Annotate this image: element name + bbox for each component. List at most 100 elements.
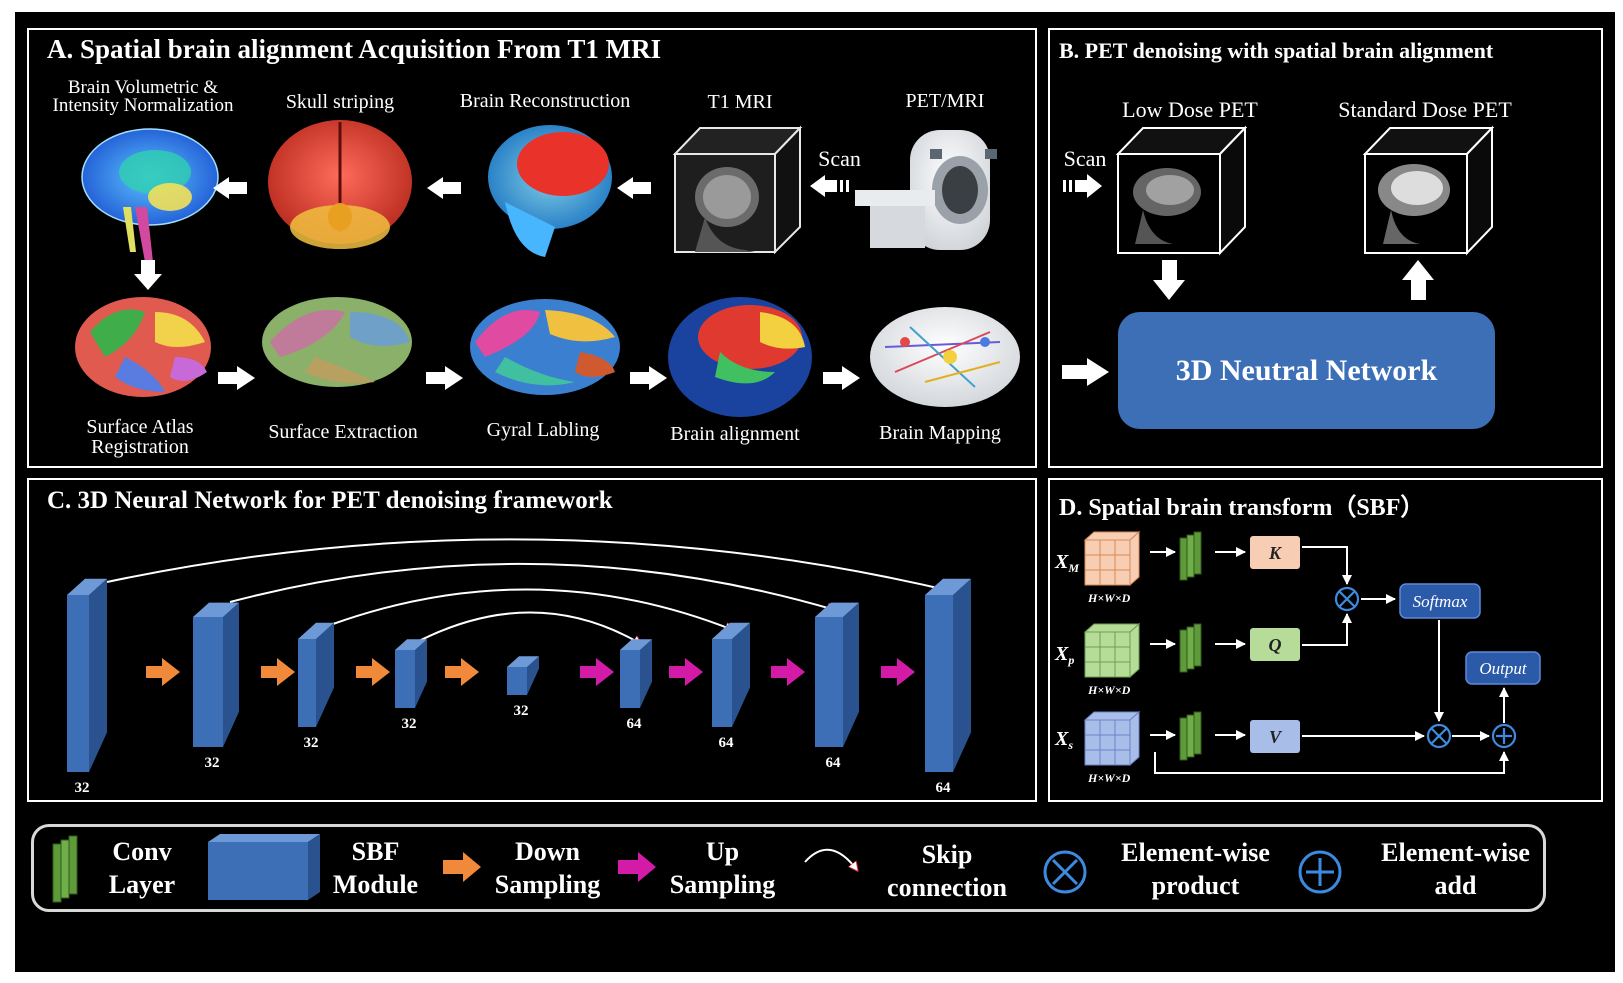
label-standard-dose-pet: Standard Dose PET	[1338, 97, 1512, 122]
label-brain-alignment: Brain alignment	[670, 423, 800, 445]
label-brain-mapping: Brain Mapping	[879, 422, 1001, 444]
input-xm: XM	[1054, 551, 1079, 575]
brain-volumetric-image	[81, 128, 219, 262]
up-sampling-arrow-6	[669, 658, 703, 686]
block-label-3: 32	[304, 735, 319, 751]
panel-c	[27, 478, 1037, 802]
network-box: 3D Neutral Network	[1118, 312, 1495, 429]
arrow-left-3	[617, 177, 651, 199]
pet-mri-scanner	[855, 130, 997, 250]
q-label: Q	[1269, 635, 1282, 655]
panel-c-title: C. 3D Neural Network for PET denoising f…	[47, 487, 613, 514]
legend-product-icon	[1043, 850, 1087, 894]
cube-xp	[1083, 622, 1141, 679]
output-label: Output	[1479, 659, 1528, 678]
arrow-scan-dash-2	[846, 180, 849, 192]
skip-connection-3	[332, 588, 733, 630]
arrow-left-1	[213, 177, 247, 199]
label-t1-mri: T1 MRI	[707, 91, 773, 113]
sbf-block-8: 64	[815, 602, 859, 771]
panel-d-title: D. Spatial brain transform（SBF）	[1059, 495, 1425, 521]
legend-sbf-label: SBF Module	[332, 837, 419, 899]
low-dose-cube	[1115, 125, 1248, 256]
scan-b-dash-1	[1063, 180, 1066, 192]
block-label-5: 32	[514, 703, 529, 719]
label-skull-striping: Skull striping	[285, 91, 395, 113]
legend-sbf-icon	[208, 834, 320, 900]
label-scan-b: Scan	[1063, 146, 1107, 171]
arrow-into-network	[1062, 358, 1109, 386]
scan-b-dash-2	[1069, 180, 1072, 192]
panel-b-title: B. PET denoising with spatial brain alig…	[1059, 38, 1494, 63]
legend-add-icon	[1298, 850, 1342, 894]
v-label: V	[1269, 727, 1283, 747]
conv-layer-1	[1179, 531, 1202, 581]
skip-connection-1	[106, 538, 955, 592]
input-xp: Xp	[1054, 643, 1074, 667]
legend-product-label: Element-wise product	[1121, 838, 1270, 900]
arrow-scan-dash-1	[840, 180, 843, 192]
panel-a-graphics	[75, 120, 1020, 417]
sbf-block-4: 32	[395, 639, 427, 732]
label-scan-a: Scan	[818, 146, 861, 171]
arrow-left-scan	[810, 175, 837, 197]
scan-b-arrow	[1075, 174, 1102, 198]
arrow-up-b	[1402, 260, 1434, 300]
input-xs: Xs	[1054, 728, 1073, 752]
figure-canvas: A. Spatial brain alignment Acquisition F…	[15, 12, 1615, 972]
label-volumetric-normalization: Brain Volumetric & Intensity Normalizati…	[52, 77, 234, 117]
output-box	[1465, 651, 1541, 685]
block-label-8: 64	[826, 755, 842, 771]
down-sampling-arrow-2	[261, 658, 295, 686]
down-sampling-arrow-1	[146, 658, 180, 686]
surface-atlas-image	[75, 297, 211, 397]
block-label-4: 32	[402, 716, 417, 732]
sbf-block-3: 32	[298, 622, 334, 751]
panel-d	[1048, 478, 1603, 802]
block-label-9: 64	[936, 780, 952, 796]
add-op	[1491, 723, 1517, 749]
legend-graphics	[52, 834, 1342, 903]
standard-dose-cube	[1362, 125, 1495, 256]
block-label-6: 64	[627, 716, 643, 732]
arrow-down-b	[1153, 260, 1185, 300]
arrow-right-1	[218, 366, 255, 390]
down-sampling-arrow-3	[356, 658, 390, 686]
down-sampling-arrow-4	[445, 658, 479, 686]
sbf-block-2: 32	[193, 602, 239, 771]
product-op-2	[1426, 723, 1452, 749]
legend-up-label: Up Sampling	[669, 837, 776, 899]
conv-layer-2	[1179, 623, 1202, 673]
skip-connection-4	[416, 611, 641, 644]
sbf-block-6: 64	[620, 639, 652, 732]
skull-striping-image	[268, 120, 412, 249]
label-low-dose-pet: Low Dose PET	[1122, 97, 1258, 122]
legend-box	[31, 824, 1546, 912]
legend-add-label: Element-wise add	[1381, 838, 1530, 900]
legend-skip-icon	[804, 848, 857, 870]
residual-line	[1154, 751, 1509, 774]
k-label: K	[1268, 543, 1283, 563]
brain-mapping-image	[870, 307, 1020, 407]
line-k-product	[1302, 546, 1352, 585]
sbf-block-9: 64	[925, 578, 971, 796]
t1-mri-cube	[672, 125, 803, 255]
legend-up-arrow	[618, 852, 656, 882]
label-brain-reconstruction: Brain Reconstruction	[459, 90, 631, 112]
block-label-7: 64	[719, 735, 735, 751]
panel-b	[1048, 28, 1603, 468]
product-op-1	[1334, 586, 1360, 612]
arrow-right-4	[823, 366, 860, 390]
panel-a	[27, 28, 1037, 468]
block-label-1: 32	[75, 780, 90, 796]
legend-skip-label: Skip connection	[887, 840, 1007, 902]
brain-reconstruction-image	[488, 125, 612, 257]
line-q-product	[1302, 613, 1352, 646]
panel-b-graphics	[1062, 125, 1495, 386]
legend-down-arrow	[443, 852, 481, 882]
label-surface-extraction: Surface Extraction	[268, 421, 418, 443]
legend-conv-icon	[52, 835, 78, 903]
q-box	[1250, 628, 1300, 661]
gyral-labling-image	[470, 299, 620, 395]
softmax-box	[1399, 583, 1481, 619]
